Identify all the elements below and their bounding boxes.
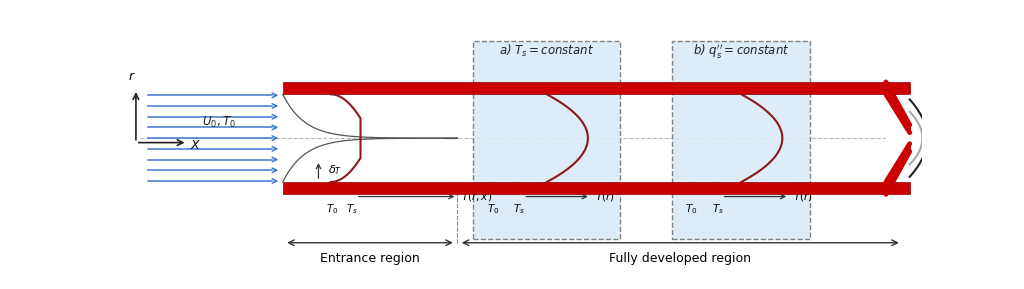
Text: $T(r)$: $T(r)$	[595, 190, 614, 203]
Text: $T_s$: $T_s$	[346, 202, 357, 216]
Text: $\delta_T$: $\delta_T$	[328, 164, 342, 177]
Text: $T(r)$: $T(r)$	[793, 190, 813, 203]
Text: Fully developed region: Fully developed region	[608, 252, 751, 265]
Text: $X$: $X$	[189, 139, 201, 152]
Text: $T(r,x)$: $T(r,x)$	[461, 190, 493, 203]
Text: $T_0$: $T_0$	[486, 202, 500, 216]
Text: $T_s$: $T_s$	[712, 202, 724, 216]
Text: a) $T_s = constant$: a) $T_s = constant$	[499, 43, 594, 60]
Bar	[672, 41, 811, 239]
Bar	[473, 41, 621, 239]
Text: $T_0$: $T_0$	[326, 202, 338, 216]
Bar	[283, 82, 909, 94]
Text: $r$: $r$	[128, 70, 136, 83]
Text: b) $q_s^{\prime\prime} = constant$: b) $q_s^{\prime\prime} = constant$	[693, 42, 790, 60]
Text: Entrance region: Entrance region	[321, 252, 420, 265]
Bar	[283, 182, 909, 194]
Text: $T_0$: $T_0$	[685, 202, 697, 216]
Text: $T_s$: $T_s$	[513, 202, 525, 216]
Polygon shape	[886, 94, 909, 182]
Text: $U_0, T_0$: $U_0, T_0$	[203, 115, 237, 130]
